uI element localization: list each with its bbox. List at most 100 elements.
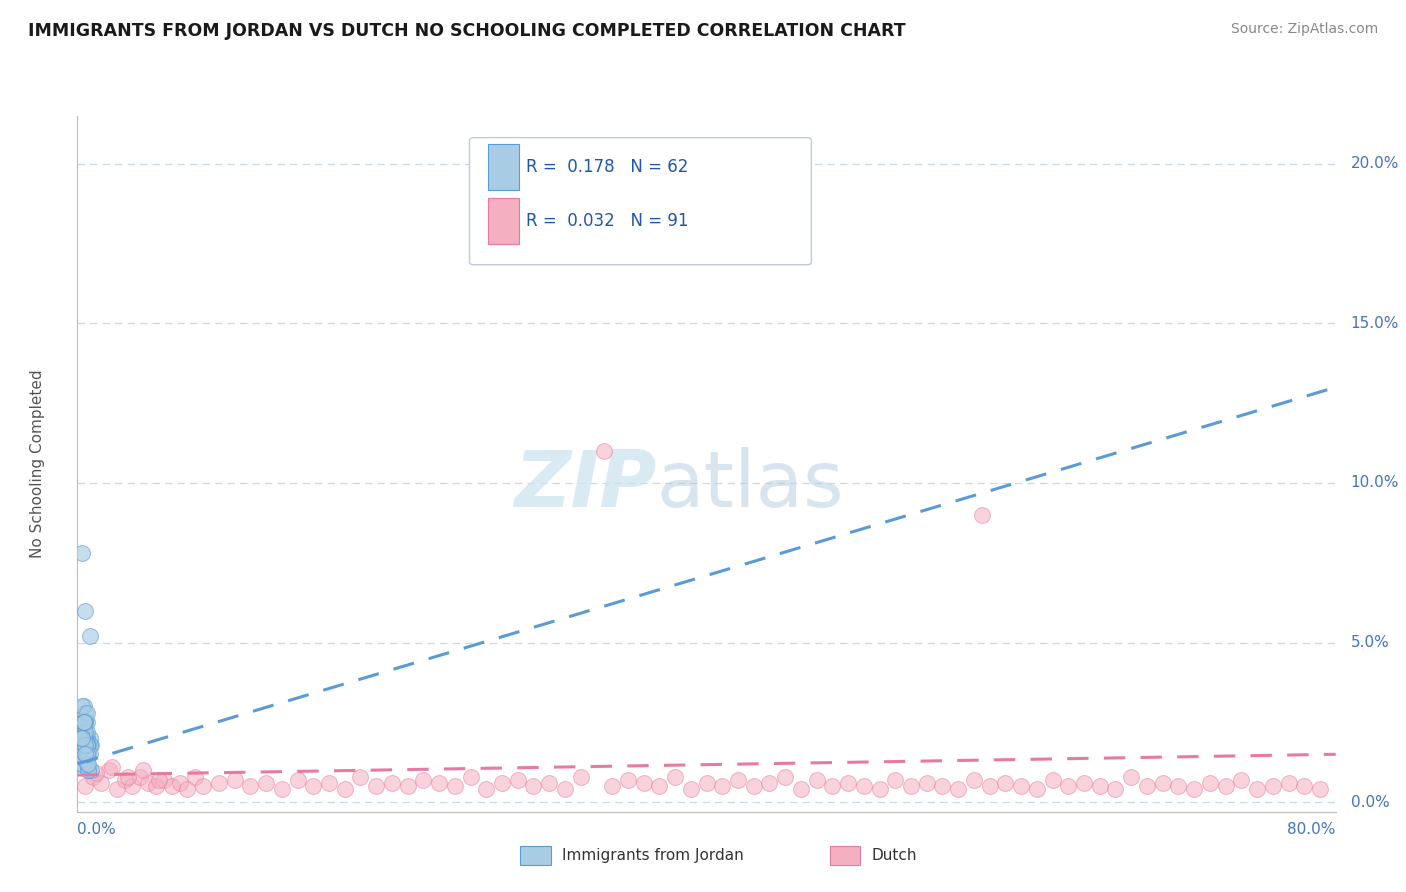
Point: [70, 731, 93, 746]
Point: [1277, 776, 1299, 790]
Point: [742, 779, 765, 793]
Point: [72, 715, 94, 730]
Point: [70, 731, 93, 746]
Point: [994, 776, 1017, 790]
Point: [349, 770, 371, 784]
Text: R =  0.178   N = 62: R = 0.178 N = 62: [526, 158, 688, 176]
Point: [153, 772, 176, 787]
Point: [75, 747, 97, 762]
Point: [948, 782, 970, 797]
Point: [727, 772, 749, 787]
Point: [208, 776, 231, 790]
Point: [77, 756, 100, 771]
Point: [80, 738, 103, 752]
Point: [132, 763, 155, 777]
Point: [427, 776, 450, 790]
Point: [136, 776, 159, 790]
Point: [75, 715, 97, 730]
Text: 10.0%: 10.0%: [1351, 475, 1399, 491]
Point: [82, 770, 104, 784]
Point: [1152, 776, 1174, 790]
Point: [538, 776, 561, 790]
Point: [79, 731, 101, 746]
Point: [1121, 770, 1143, 784]
Point: [76, 706, 98, 720]
Point: [569, 770, 592, 784]
Point: [366, 779, 388, 793]
Point: [76, 756, 98, 771]
Point: [806, 772, 828, 787]
Point: [148, 772, 170, 787]
Point: [76, 738, 98, 752]
Point: [70, 699, 93, 714]
Point: [1136, 779, 1159, 793]
Point: [522, 779, 544, 793]
Point: [72, 731, 94, 746]
Point: [1088, 779, 1111, 793]
Point: [77, 763, 100, 777]
Point: [75, 779, 97, 793]
Text: 15.0%: 15.0%: [1351, 316, 1399, 331]
Point: [76, 731, 98, 746]
Point: [1042, 772, 1064, 787]
Point: [70, 756, 93, 771]
Point: [75, 725, 97, 739]
Point: [76, 747, 98, 762]
Point: [76, 738, 98, 752]
Point: [633, 776, 655, 790]
Text: Dutch: Dutch: [872, 848, 917, 863]
Point: [1057, 779, 1080, 793]
Point: [75, 715, 97, 730]
Point: [460, 770, 482, 784]
Point: [648, 779, 671, 793]
Point: [270, 782, 292, 797]
Point: [75, 731, 97, 746]
Text: 20.0%: 20.0%: [1351, 156, 1399, 171]
Point: [1215, 779, 1237, 793]
Point: [773, 770, 796, 784]
Point: [184, 770, 207, 784]
Point: [77, 747, 100, 762]
Point: [1167, 779, 1189, 793]
Point: [711, 779, 734, 793]
Text: 80.0%: 80.0%: [1288, 822, 1336, 838]
Point: [145, 779, 167, 793]
Point: [679, 782, 702, 797]
Text: IMMIGRANTS FROM JORDAN VS DUTCH NO SCHOOLING COMPLETED CORRELATION CHART: IMMIGRANTS FROM JORDAN VS DUTCH NO SCHOO…: [28, 22, 905, 40]
Point: [169, 776, 191, 790]
Point: [160, 779, 183, 793]
Text: 0.0%: 0.0%: [77, 822, 117, 838]
Point: [72, 738, 94, 752]
Point: [77, 747, 100, 762]
Point: [176, 782, 198, 797]
Point: [80, 763, 103, 777]
Point: [593, 444, 616, 458]
Point: [77, 738, 100, 752]
Point: [915, 776, 938, 790]
Point: [1309, 782, 1331, 797]
Point: [69, 756, 91, 771]
Point: [72, 699, 94, 714]
Text: atlas: atlas: [657, 447, 844, 523]
Point: [117, 770, 139, 784]
Point: [506, 772, 529, 787]
Point: [554, 782, 576, 797]
Point: [963, 772, 986, 787]
Point: [129, 770, 152, 784]
Point: [970, 508, 993, 522]
Point: [821, 779, 844, 793]
Point: [76, 747, 98, 762]
Point: [75, 715, 97, 730]
Point: [979, 779, 1001, 793]
Point: [70, 731, 93, 746]
Point: [70, 715, 93, 730]
Text: ZIP: ZIP: [515, 447, 657, 523]
Point: [72, 715, 94, 730]
Point: [254, 776, 277, 790]
Point: [1261, 779, 1284, 793]
Point: [1025, 782, 1047, 797]
Text: Source: ZipAtlas.com: Source: ZipAtlas.com: [1230, 22, 1378, 37]
Point: [852, 779, 875, 793]
Point: [72, 738, 94, 752]
Text: R =  0.032   N = 91: R = 0.032 N = 91: [526, 211, 689, 229]
